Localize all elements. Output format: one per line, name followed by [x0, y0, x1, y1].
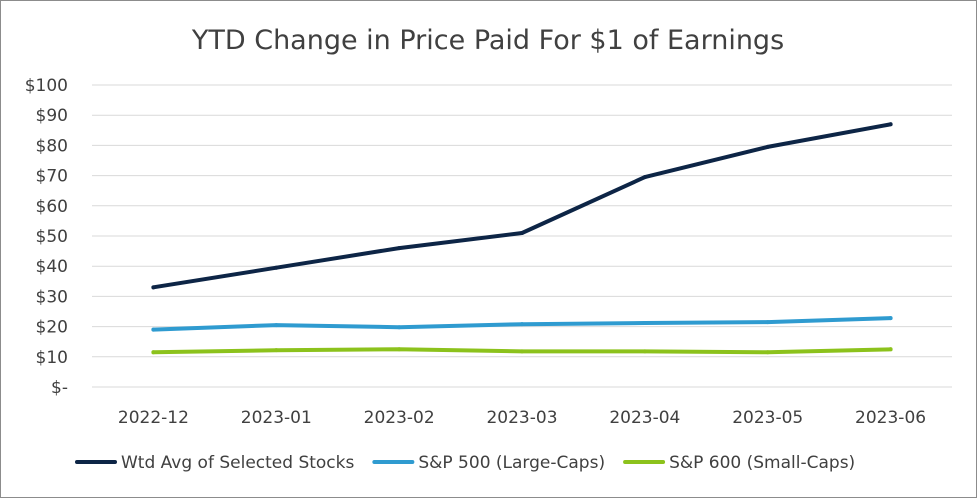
chart-title: YTD Change in Price Paid For $1 of Earni… [191, 25, 784, 56]
legend-label-1: Wtd Avg of Selected Stocks [121, 453, 354, 473]
data-point [765, 320, 770, 325]
y-tick-label: $20 [36, 318, 68, 338]
y-axis-ticks: $- $10 $20 $30 $40 $50 $60 $70 $80 $90 $100 [25, 76, 68, 398]
y-tick-label: $100 [25, 76, 68, 96]
y-tick-label: $60 [36, 197, 68, 217]
y-tick-label: $30 [36, 287, 68, 307]
data-point [765, 350, 770, 355]
x-tick-label: 2023-05 [732, 408, 803, 428]
x-tick-label: 2023-01 [241, 408, 312, 428]
data-point [397, 325, 402, 330]
y-tick-label: $90 [36, 106, 68, 126]
data-point [520, 349, 524, 354]
legend: Wtd Avg of Selected Stocks S&P 500 (Large… [75, 453, 855, 473]
data-point [520, 230, 524, 235]
data-point [888, 122, 893, 127]
data-point [274, 348, 279, 353]
data-point [642, 349, 647, 354]
x-tick-label: 2023-04 [609, 408, 680, 428]
series-lines [151, 122, 893, 355]
x-tick-label: 2023-02 [364, 408, 435, 428]
y-tick-label: $50 [36, 227, 68, 247]
data-point [520, 322, 524, 327]
data-point [888, 316, 893, 321]
data-point [274, 323, 279, 328]
data-point [397, 347, 402, 352]
data-point [151, 327, 156, 332]
data-point [397, 246, 402, 251]
x-tick-label: 2023-03 [486, 408, 557, 428]
data-point [274, 265, 279, 270]
y-tick-label: $70 [36, 167, 68, 187]
legend-label-3: S&P 600 (Small-Caps) [669, 453, 855, 473]
data-point [642, 175, 647, 180]
legend-label-2: S&P 500 (Large-Caps) [418, 453, 605, 473]
y-tick-label: $40 [36, 257, 68, 277]
data-point [642, 320, 647, 325]
data-point [765, 144, 770, 149]
x-tick-label: 2022-12 [118, 408, 189, 428]
x-axis-ticks: 2022-12 2023-01 2023-02 2023-03 2023-04 2023-… [118, 408, 926, 428]
y-tick-label: $10 [36, 348, 68, 368]
y-tick-label: $80 [36, 136, 68, 156]
data-point [888, 347, 893, 352]
x-tick-label: 2023-06 [855, 408, 926, 428]
data-point [151, 350, 156, 355]
y-tick-label: $- [51, 378, 68, 398]
data-point [151, 285, 156, 290]
gridlines [92, 84, 952, 388]
